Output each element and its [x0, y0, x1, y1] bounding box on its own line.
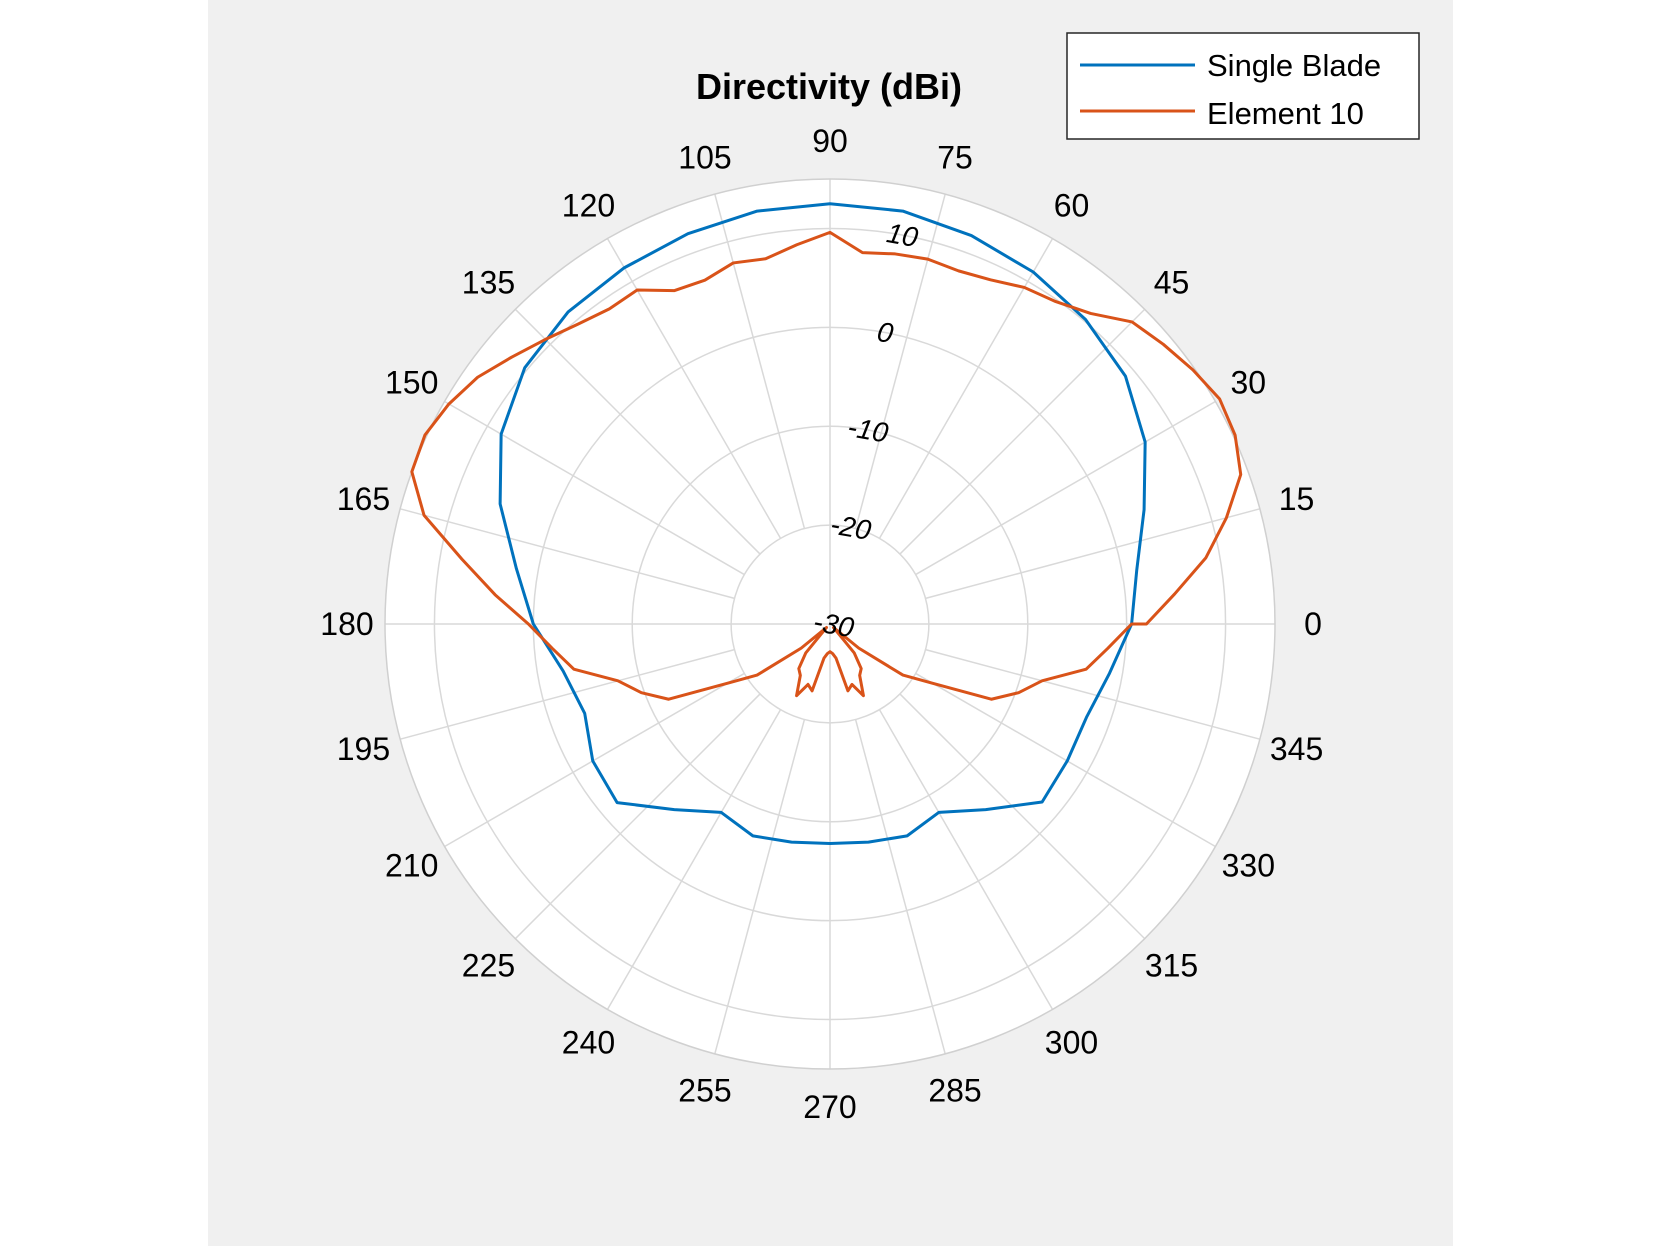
theta-tick-label: 285 [928, 1073, 981, 1109]
theta-tick-label: 0 [1304, 606, 1322, 642]
r-gridline--10 [631, 425, 1029, 823]
theta-tick-label: 210 [385, 848, 438, 884]
legend-label-single-blade: Single Blade [1207, 48, 1381, 83]
theta-tick-label: 120 [562, 188, 615, 224]
theta-tick-label: 150 [385, 365, 438, 401]
series-line-element-10 [410, 230, 1243, 701]
theta-tick-label: 225 [462, 948, 515, 984]
theta-tick-label: 330 [1222, 848, 1275, 884]
legend-box [1066, 32, 1420, 140]
theta-tick-label: 105 [678, 139, 731, 175]
theta-tick-label: 165 [337, 481, 390, 517]
polar-grid [384, 178, 1276, 1070]
theta-gridline-345 [925, 648, 1261, 740]
theta-tick-label: 345 [1270, 731, 1323, 767]
theta-gridline-105 [714, 193, 806, 529]
chart-title: Directivity (dBi) [696, 66, 962, 107]
theta-tick-label: 60 [1054, 188, 1090, 224]
theta-gridline-75 [854, 193, 946, 529]
theta-gridline-315 [899, 693, 1146, 940]
theta-tick-label: 240 [562, 1024, 615, 1060]
theta-gridline-165 [399, 508, 735, 600]
theta-tick-label: 30 [1230, 365, 1266, 401]
theta-gridline-30 [915, 400, 1216, 576]
theta-gridline-15 [925, 508, 1261, 600]
theta-tick-label: 255 [678, 1073, 731, 1109]
theta-gridline-225 [514, 693, 761, 940]
theta-gridline-240 [606, 709, 782, 1010]
theta-gridline-330 [915, 672, 1216, 848]
theta-tick-label: 300 [1045, 1024, 1098, 1060]
theta-tick-label: 180 [320, 606, 373, 642]
theta-gridline-195 [399, 648, 735, 740]
theta-tick-label: 45 [1154, 264, 1190, 300]
theta-tick-label: 75 [937, 139, 973, 175]
theta-gridline-150 [444, 400, 745, 576]
theta-tick-label: 315 [1145, 948, 1198, 984]
theta-gridline-300 [878, 709, 1054, 1010]
theta-tick-label: 270 [803, 1089, 856, 1125]
r-tick-label: 0 [875, 316, 896, 349]
theta-gridline-210 [444, 672, 745, 848]
outer-ring [384, 178, 1276, 1070]
theta-gridline-255 [714, 719, 806, 1055]
label-layer: 0 15 30 45 60 75 90 105 120 135 150 165 180 195 210 225… [320, 123, 1323, 1125]
legend[interactable]: Single Blade Element 10 [1066, 32, 1420, 140]
r-tick-label: -30 [811, 606, 857, 644]
legend-label-element-10: Element 10 [1207, 96, 1364, 131]
r-tick-label: -20 [828, 508, 874, 546]
r-tick-label: 10 [884, 217, 920, 253]
theta-gridline-120 [606, 238, 782, 539]
theta-tick-label: 195 [337, 731, 390, 767]
theta-gridline-45 [899, 308, 1146, 555]
theta-gridline-135 [514, 308, 761, 555]
theta-tick-label: 135 [462, 264, 515, 300]
series-line-single-blade [498, 202, 1147, 846]
series-layer [410, 202, 1243, 846]
theta-tick-label: 15 [1279, 481, 1315, 517]
r-gridline-10 [433, 227, 1227, 1021]
r-gridline--20 [730, 524, 930, 724]
theta-tick-label: 90 [812, 123, 848, 159]
r-tick-label: -10 [845, 411, 891, 449]
theta-gridline-285 [854, 719, 946, 1055]
